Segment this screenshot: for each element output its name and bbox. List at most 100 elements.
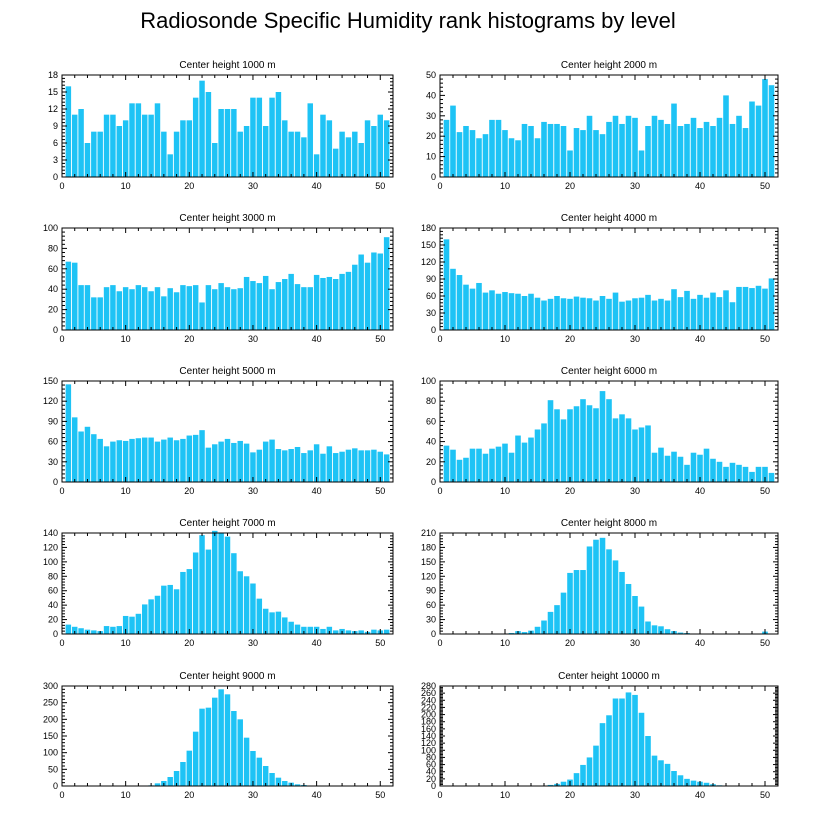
histogram-bar bbox=[697, 454, 703, 482]
histogram-bar bbox=[205, 92, 212, 177]
histogram-bar bbox=[212, 530, 218, 634]
histogram-bar bbox=[593, 539, 599, 634]
histogram-bar bbox=[450, 105, 456, 177]
y-tick-label: 140 bbox=[421, 731, 436, 741]
histogram-bar bbox=[345, 271, 352, 330]
histogram-bar bbox=[237, 571, 243, 634]
y-tick-label: 100 bbox=[43, 223, 58, 233]
y-tick-label: 150 bbox=[421, 240, 436, 250]
y-tick-label: 20 bbox=[426, 457, 436, 467]
x-tick-label: 10 bbox=[500, 486, 510, 496]
histogram-bar bbox=[768, 278, 775, 330]
y-tick-label: 15 bbox=[48, 87, 58, 97]
y-tick-label: 50 bbox=[48, 764, 58, 774]
y-tick-label: 30 bbox=[426, 308, 436, 318]
y-tick-label: 150 bbox=[421, 557, 436, 567]
histogram-bar bbox=[154, 595, 161, 634]
y-tick-label: 80 bbox=[426, 752, 436, 762]
histogram-bar bbox=[275, 92, 282, 177]
histogram-bar bbox=[173, 440, 180, 482]
x-tick-label: 0 bbox=[437, 334, 442, 344]
x-tick-label: 30 bbox=[248, 790, 258, 800]
histogram-bar bbox=[606, 549, 612, 634]
panel-title: Center height 1000 m bbox=[179, 60, 275, 71]
histogram-bar bbox=[677, 126, 684, 177]
histogram-bar bbox=[192, 731, 199, 786]
histogram-bar bbox=[580, 130, 586, 177]
histogram-bar bbox=[541, 300, 547, 330]
panel-title: Center height 6000 m bbox=[561, 366, 657, 377]
histogram-bar bbox=[573, 406, 580, 482]
y-tick-label: 210 bbox=[421, 528, 436, 538]
histogram-bar bbox=[489, 290, 495, 330]
histogram-bar bbox=[78, 628, 84, 634]
y-tick-label: 0 bbox=[53, 172, 58, 182]
histogram-bar bbox=[218, 283, 224, 330]
histogram-bar bbox=[762, 466, 768, 482]
y-tick-label: 200 bbox=[421, 710, 436, 720]
histogram-bar bbox=[275, 777, 282, 786]
histogram-bar bbox=[218, 689, 224, 786]
histogram-bar bbox=[515, 293, 521, 330]
histogram-bar bbox=[326, 276, 333, 330]
y-tick-label: 9 bbox=[53, 121, 58, 131]
histogram-bar bbox=[664, 629, 671, 634]
histogram-bar bbox=[573, 570, 580, 634]
histogram-bar bbox=[383, 629, 390, 634]
histogram-bar bbox=[599, 296, 606, 330]
y-tick-label: 180 bbox=[421, 223, 436, 233]
histogram-bar bbox=[250, 97, 256, 177]
histogram-bar bbox=[502, 130, 508, 177]
histogram-bar bbox=[65, 624, 72, 634]
y-tick-label: 20 bbox=[48, 615, 58, 625]
x-tick-label: 0 bbox=[59, 181, 64, 191]
histogram-bar bbox=[658, 298, 664, 330]
histogram-bar bbox=[619, 301, 625, 330]
histogram-bar bbox=[547, 298, 554, 330]
histogram-bar bbox=[710, 126, 716, 177]
histogram-bar bbox=[580, 297, 586, 330]
histogram-bar bbox=[547, 123, 554, 177]
histogram-bar bbox=[301, 453, 307, 482]
histogram-bar bbox=[224, 694, 231, 786]
histogram-bar bbox=[377, 451, 383, 482]
x-tick-label: 20 bbox=[184, 486, 194, 496]
histogram-bar bbox=[231, 711, 237, 786]
histogram-bar bbox=[586, 405, 593, 482]
histogram-panel: 0 10 20 30 40 50 0 20 40 60 80 100 120 140 Center heig… bbox=[43, 518, 394, 648]
histogram-bar bbox=[573, 296, 580, 330]
histogram-panel: 0 10 20 30 40 50 0 30 60 90 120 150 180 Center height… bbox=[421, 213, 779, 344]
histogram-bar bbox=[65, 261, 72, 330]
histogram-bar bbox=[352, 448, 358, 482]
y-tick-label: 80 bbox=[426, 396, 436, 406]
y-tick-label: 30 bbox=[48, 457, 58, 467]
histogram-bar bbox=[78, 285, 84, 330]
histogram-bar bbox=[573, 128, 580, 177]
histogram-bar bbox=[294, 446, 301, 482]
y-tick-label: 60 bbox=[426, 760, 436, 770]
panel-title: Center height 7000 m bbox=[179, 518, 275, 529]
histogram-bar bbox=[135, 285, 142, 330]
y-tick-label: 40 bbox=[48, 284, 58, 294]
histogram-bar bbox=[199, 535, 205, 634]
histogram-bar bbox=[612, 560, 619, 634]
histogram-bar bbox=[71, 114, 78, 177]
x-tick-label: 50 bbox=[375, 334, 385, 344]
histogram-bar bbox=[212, 143, 218, 177]
histogram-bar bbox=[269, 773, 275, 786]
histogram-bar bbox=[212, 289, 218, 330]
histogram-bar bbox=[560, 419, 567, 482]
histogram-bar bbox=[567, 572, 573, 634]
histogram-bar bbox=[358, 630, 364, 634]
y-tick-label: 40 bbox=[426, 90, 436, 100]
histogram-bar bbox=[463, 126, 469, 177]
y-tick-label: 60 bbox=[48, 264, 58, 274]
x-tick-label: 30 bbox=[630, 790, 640, 800]
y-tick-label: 0 bbox=[431, 629, 436, 639]
histogram-bar bbox=[122, 440, 129, 482]
histogram-bar bbox=[697, 128, 703, 177]
histogram-bar bbox=[192, 285, 199, 330]
histogram-bar bbox=[167, 288, 173, 330]
histogram-bar bbox=[282, 120, 288, 177]
histogram-bar bbox=[110, 285, 116, 330]
